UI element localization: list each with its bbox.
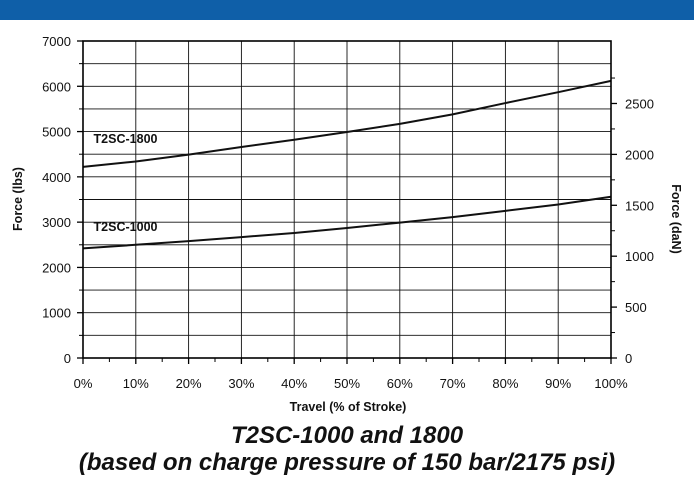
x-axis-title: Travel (% of Stroke) xyxy=(290,400,407,414)
header-bar xyxy=(0,0,694,20)
series-label-t2sc-1800: T2SC-1800 xyxy=(94,132,158,146)
x-tick-label: 50% xyxy=(334,376,360,391)
series-line-t2sc-1800 xyxy=(82,79,612,168)
y-tick-label: 0 xyxy=(64,351,71,366)
y2-tick-label: 2000 xyxy=(625,147,654,162)
x-tick-label: 0% xyxy=(74,376,93,391)
series-labels: T2SC-1800 T2SC-1000 xyxy=(94,132,158,234)
force-travel-chart: 0% 10% 20% 30% 40% 50% 60% 70% 80% 90% 100% 0 1000 20… xyxy=(11,34,683,414)
chart-caption: T2SC-1000 and 1800 (based on charge pres… xyxy=(0,422,694,476)
x-tick-label: 20% xyxy=(176,376,202,391)
x-tick-label: 100% xyxy=(594,376,628,391)
chart-subtitle: (based on charge pressure of 150 bar/217… xyxy=(78,449,616,476)
series-line-t2sc-1000 xyxy=(82,195,612,250)
series-label-t2sc-1000: T2SC-1000 xyxy=(94,220,158,234)
y2-axis-title: Force (daN) xyxy=(669,184,683,253)
series-lines xyxy=(82,79,612,250)
grid xyxy=(83,41,611,358)
x-tick-label: 30% xyxy=(228,376,254,391)
x-tick-label: 10% xyxy=(123,376,149,391)
x-tick-label: 60% xyxy=(387,376,413,391)
y-tick-label: 4000 xyxy=(42,170,71,185)
y2-tick-label: 500 xyxy=(625,300,647,315)
y-tick-label: 6000 xyxy=(42,79,71,94)
y2-tick-label: 2500 xyxy=(625,96,654,111)
x-tick-label: 70% xyxy=(440,376,466,391)
chart-title: T2SC-1000 and 1800 xyxy=(230,422,464,449)
y2-tick-label: 0 xyxy=(625,351,632,366)
x-tick-label: 80% xyxy=(492,376,518,391)
x-tick-label: 40% xyxy=(281,376,307,391)
y-tick-label: 7000 xyxy=(42,34,71,49)
tick-labels: 0% 10% 20% 30% 40% 50% 60% 70% 80% 90% 100% 0 1000 20… xyxy=(42,34,654,391)
x-tick-label: 90% xyxy=(545,376,571,391)
axis-ticks xyxy=(77,40,617,364)
y-axis-title: Force (lbs) xyxy=(11,167,25,231)
y-tick-label: 3000 xyxy=(42,215,71,230)
y-tick-label: 1000 xyxy=(42,306,71,321)
y-tick-label: 5000 xyxy=(42,125,71,140)
y-tick-label: 2000 xyxy=(42,260,71,275)
y2-tick-label: 1000 xyxy=(625,249,654,264)
y2-tick-label: 1500 xyxy=(625,198,654,213)
